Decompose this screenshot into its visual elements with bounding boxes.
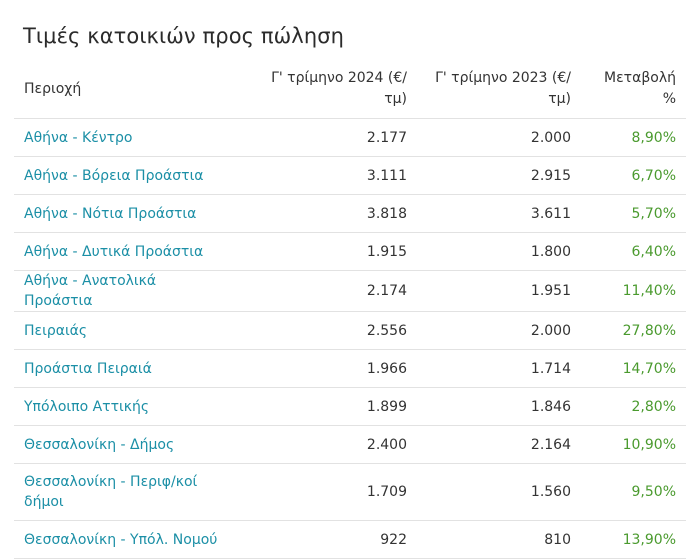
table-row: Αθήνα - Δυτικά Προάστια 1.915 1.800 6,40… bbox=[14, 232, 686, 271]
header-q3-2023: Γ' τρίμηνο 2023 (€/ τμ) bbox=[417, 62, 581, 119]
table-row: Αθήνα - Νότια Προάστια 3.818 3.611 5,70% bbox=[14, 194, 686, 233]
value-change: 10,90% bbox=[581, 425, 686, 464]
value-q3-2023: 1.560 bbox=[417, 463, 581, 521]
table-title: Τιμές κατοικιών προς πώληση bbox=[23, 24, 345, 48]
area-link[interactable]: Αθήνα - Βόρεια Προάστια bbox=[14, 156, 238, 195]
area-link[interactable]: Υπόλοιπο Αττικής bbox=[14, 387, 238, 426]
value-change: 8,90% bbox=[581, 118, 686, 157]
value-change: 13,90% bbox=[581, 520, 686, 559]
area-link[interactable]: Αθήνα - Ανατολικά Προάστια bbox=[14, 270, 238, 312]
value-q3-2024: 3.111 bbox=[238, 156, 417, 195]
area-link[interactable]: Αθήνα - Νότια Προάστια bbox=[14, 194, 238, 233]
area-link[interactable]: Θεσσαλονίκη - Υπόλ. Νομού bbox=[14, 520, 238, 559]
value-change: 6,40% bbox=[581, 232, 686, 271]
value-change: 27,80% bbox=[581, 311, 686, 350]
value-q3-2023: 2.000 bbox=[417, 311, 581, 350]
value-q3-2023: 2.000 bbox=[417, 118, 581, 157]
value-q3-2023: 2.915 bbox=[417, 156, 581, 195]
value-q3-2024: 2.400 bbox=[238, 425, 417, 464]
value-q3-2024: 2.174 bbox=[238, 270, 417, 312]
table-body: Αθήνα - Κέντρο 2.177 2.000 8,90% Αθήνα -… bbox=[14, 118, 686, 559]
table-row: Αθήνα - Βόρεια Προάστια 3.111 2.915 6,70… bbox=[14, 156, 686, 195]
table-header-row: Περιοχή Γ' τρίμηνο 2024 (€/ τμ) Γ' τρίμη… bbox=[14, 62, 686, 119]
header-area: Περιοχή bbox=[14, 62, 238, 119]
price-table: Περιοχή Γ' τρίμηνο 2024 (€/ τμ) Γ' τρίμη… bbox=[14, 62, 686, 559]
table-row: Αθήνα - Ανατολικά Προάστια 2.174 1.951 1… bbox=[14, 270, 686, 312]
value-change: 9,50% bbox=[581, 463, 686, 521]
area-link[interactable]: Προάστια Πειραιά bbox=[14, 349, 238, 388]
area-link[interactable]: Θεσσαλονίκη - Περιφ/κοί δήμοι bbox=[14, 463, 238, 521]
value-q3-2023: 1.800 bbox=[417, 232, 581, 271]
area-link[interactable]: Αθήνα - Δυτικά Προάστια bbox=[14, 232, 238, 271]
value-q3-2024: 1.915 bbox=[238, 232, 417, 271]
table-row: Θεσσαλονίκη - Περιφ/κοί δήμοι 1.709 1.56… bbox=[14, 463, 686, 521]
table-row: Υπόλοιπο Αττικής 1.899 1.846 2,80% bbox=[14, 387, 686, 426]
area-link[interactable]: Θεσσαλονίκη - Δήμος bbox=[14, 425, 238, 464]
table-row: Θεσσαλονίκη - Δήμος 2.400 2.164 10,90% bbox=[14, 425, 686, 464]
value-q3-2023: 1.714 bbox=[417, 349, 581, 388]
area-link[interactable]: Πειραιάς bbox=[14, 311, 238, 350]
header-q3-2024: Γ' τρίμηνο 2024 (€/ τμ) bbox=[238, 62, 417, 119]
value-q3-2024: 1.899 bbox=[238, 387, 417, 426]
value-q3-2024: 922 bbox=[238, 520, 417, 559]
table-row: Αθήνα - Κέντρο 2.177 2.000 8,90% bbox=[14, 118, 686, 157]
value-change: 14,70% bbox=[581, 349, 686, 388]
value-q3-2024: 1.709 bbox=[238, 463, 417, 521]
value-q3-2023: 810 bbox=[417, 520, 581, 559]
value-change: 6,70% bbox=[581, 156, 686, 195]
value-change: 5,70% bbox=[581, 194, 686, 233]
value-q3-2024: 2.177 bbox=[238, 118, 417, 157]
value-q3-2023: 3.611 bbox=[417, 194, 581, 233]
value-q3-2024: 3.818 bbox=[238, 194, 417, 233]
table-row: Θεσσαλονίκη - Υπόλ. Νομού 922 810 13,90% bbox=[14, 520, 686, 559]
table-row: Προάστια Πειραιά 1.966 1.714 14,70% bbox=[14, 349, 686, 388]
value-q3-2023: 1.951 bbox=[417, 270, 581, 312]
value-q3-2024: 1.966 bbox=[238, 349, 417, 388]
value-change: 11,40% bbox=[581, 270, 686, 312]
header-change: Μεταβολή % bbox=[581, 62, 686, 119]
value-q3-2024: 2.556 bbox=[238, 311, 417, 350]
value-q3-2023: 1.846 bbox=[417, 387, 581, 426]
value-change: 2,80% bbox=[581, 387, 686, 426]
area-link[interactable]: Αθήνα - Κέντρο bbox=[14, 118, 238, 157]
value-q3-2023: 2.164 bbox=[417, 425, 581, 464]
table-row: Πειραιάς 2.556 2.000 27,80% bbox=[14, 311, 686, 350]
